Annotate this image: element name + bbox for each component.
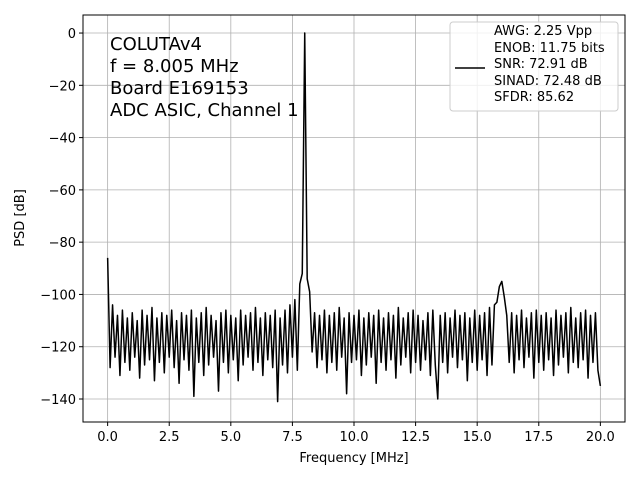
y-tick-label: −120 <box>40 341 76 356</box>
y-tick-label: −20 <box>49 79 76 94</box>
legend-box <box>449 21 619 112</box>
x-tick-label: 5.0 <box>220 430 241 445</box>
annotation: ADC ASIC, Channel 1 <box>110 100 299 121</box>
x-tick-label: 15.0 <box>463 430 492 445</box>
y-tick-label: −100 <box>40 288 76 303</box>
x-axis-label: Frequency [MHz] <box>299 451 408 466</box>
y-tick-label: −60 <box>49 184 76 199</box>
x-tick-label: 0.0 <box>97 430 118 445</box>
x-tick-label: 12.5 <box>401 430 430 445</box>
legend-entry: AWG: 2.25 Vpp ENOB: 11.75 bits SNR: 72.9… <box>494 24 605 106</box>
y-tick-label: −40 <box>49 132 76 147</box>
x-tick-label: 7.5 <box>282 430 303 445</box>
annotation: COLUTAv4 <box>110 34 202 55</box>
x-tick-label: 10.0 <box>340 430 369 445</box>
y-axis-label: PSD [dB] <box>13 189 28 247</box>
x-tick-label: 2.5 <box>159 430 180 445</box>
annotation: Board E169153 <box>110 78 249 99</box>
spectrum-line <box>106 32 602 403</box>
y-tick-label: −80 <box>49 236 76 251</box>
annotation: f = 8.005 MHz <box>110 56 239 77</box>
x-tick-label: 17.5 <box>524 430 553 445</box>
y-tick-label: −140 <box>40 393 76 408</box>
x-tick-label: 20.0 <box>586 430 615 445</box>
y-tick-label: 0 <box>68 27 76 42</box>
